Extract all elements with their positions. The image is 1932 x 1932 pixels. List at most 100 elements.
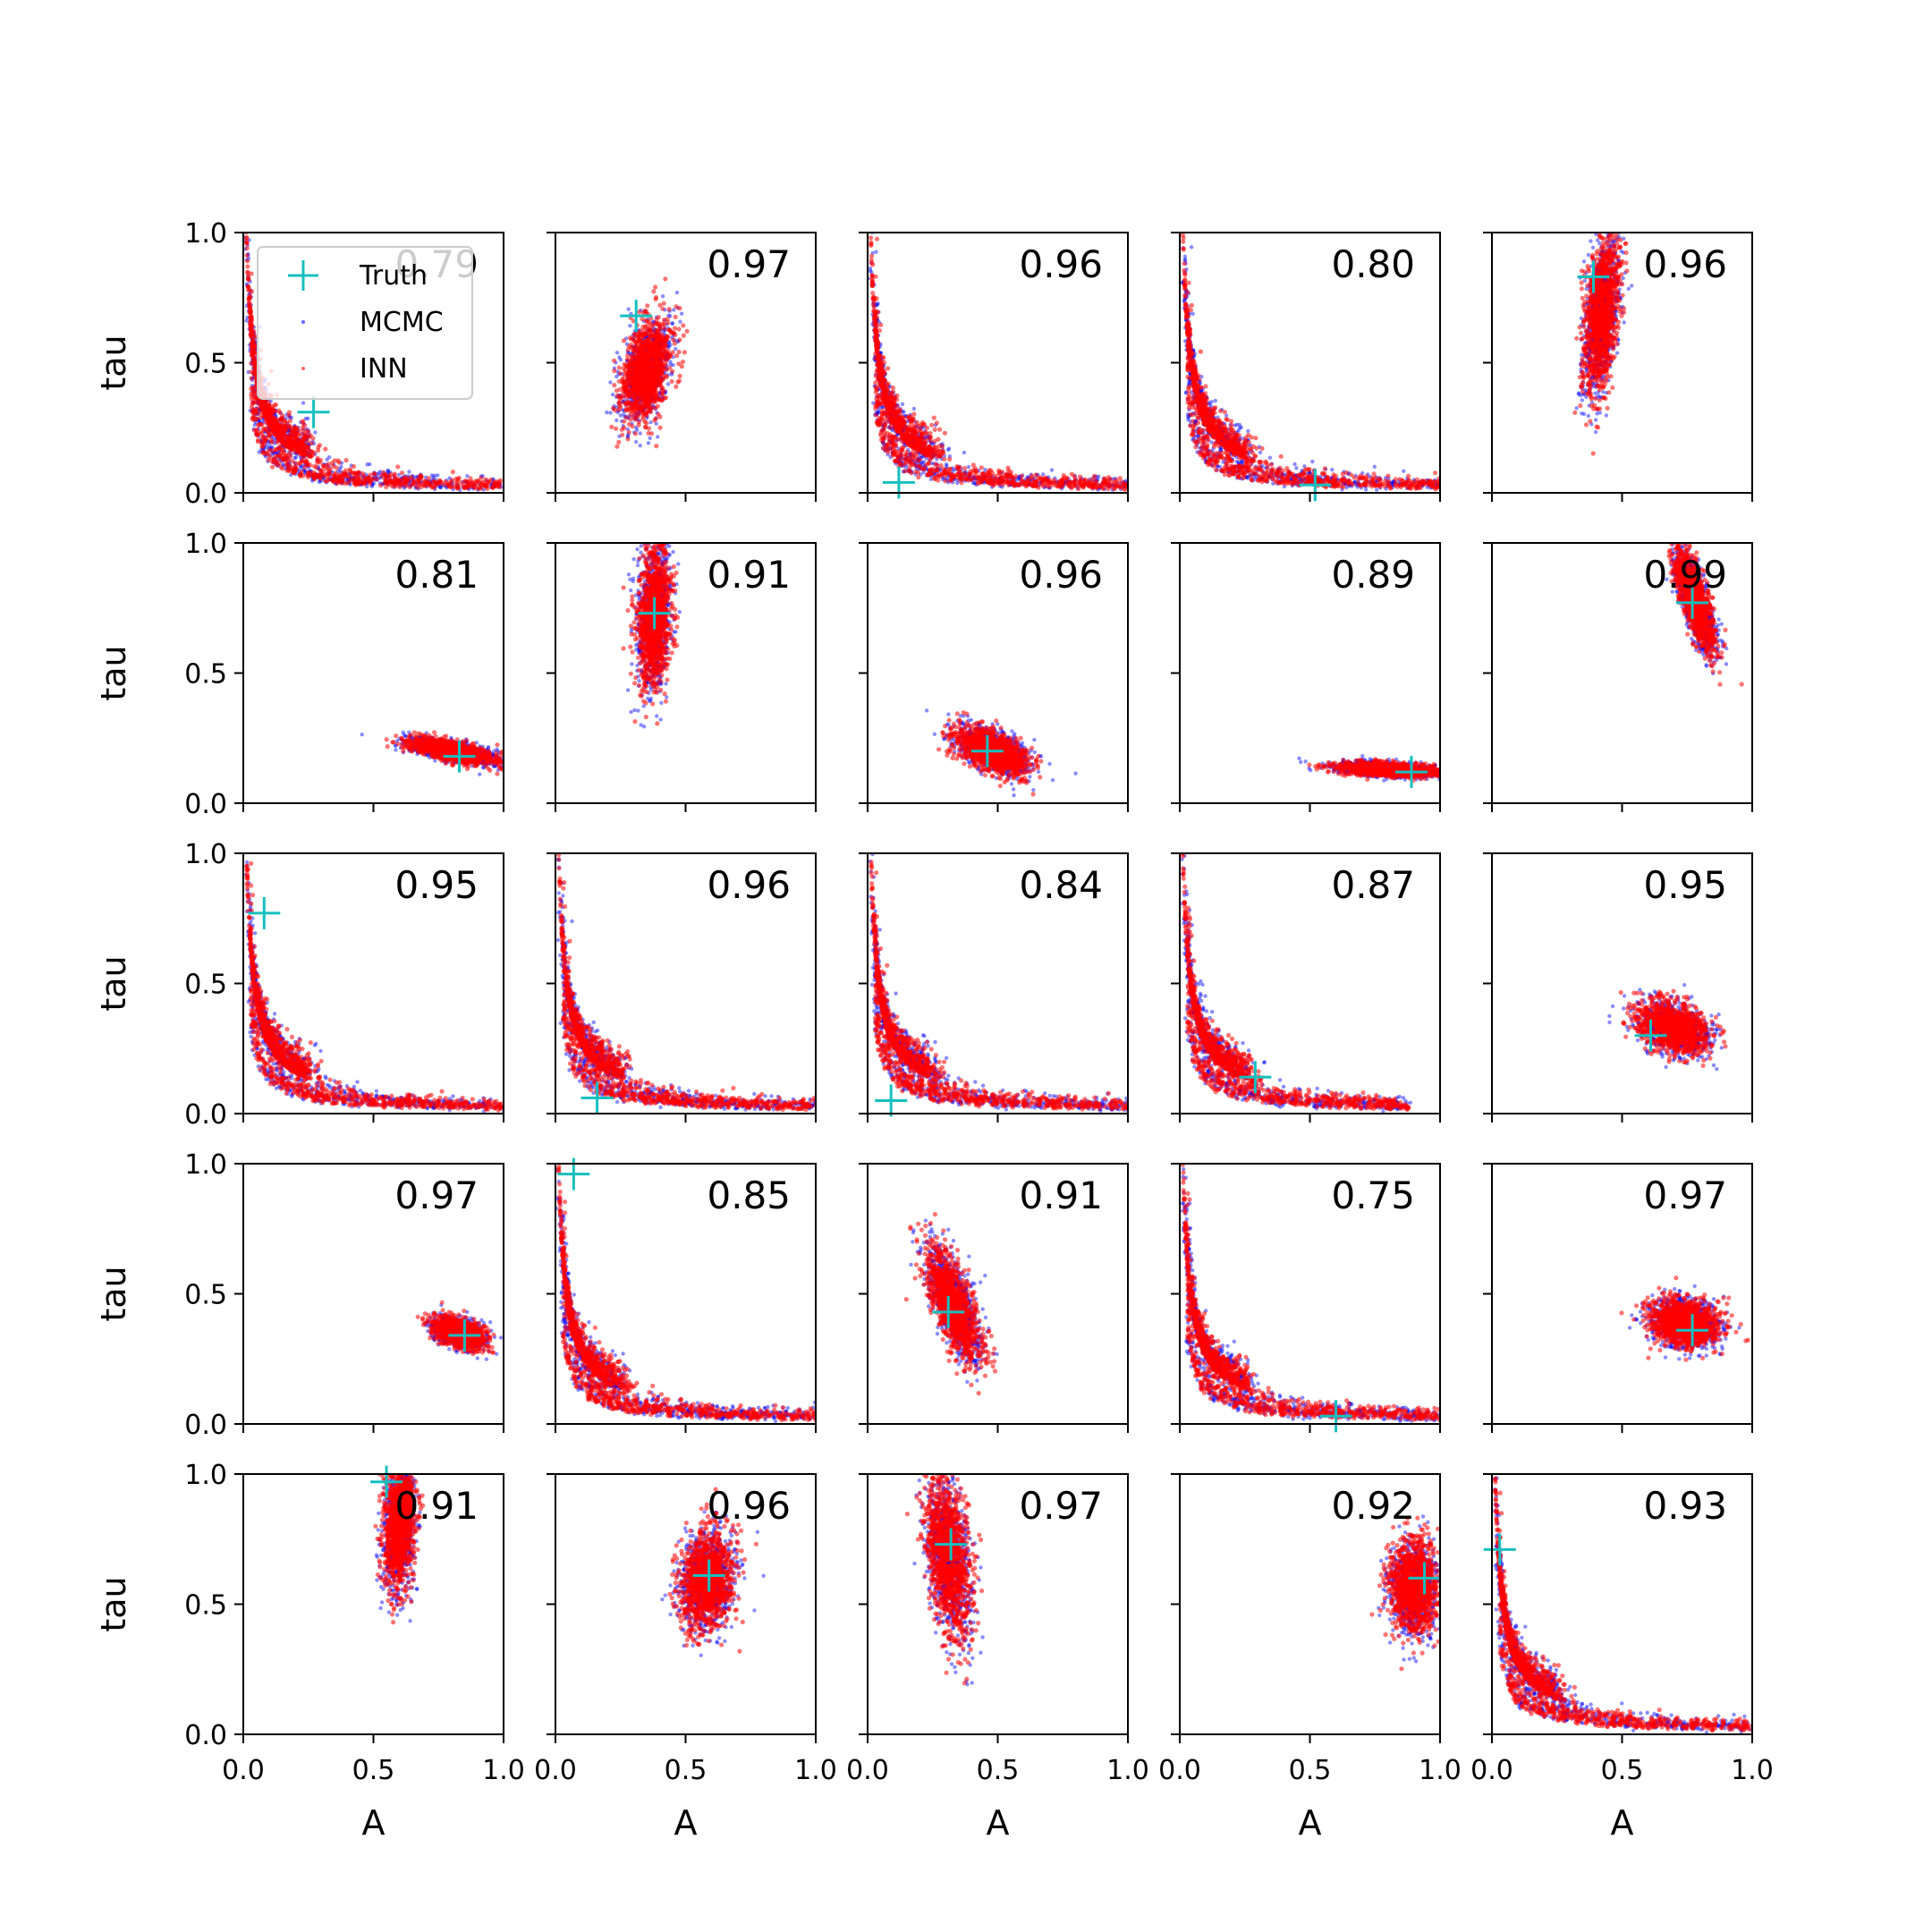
inn-sample-point (680, 360, 686, 365)
mcmc-sample-point (317, 479, 322, 485)
mcmc-sample-point (431, 475, 436, 479)
inn-sample-point (445, 480, 451, 486)
mcmc-sample-point (668, 362, 673, 367)
inn-sample-point (652, 370, 658, 376)
inn-sample-point (636, 335, 641, 340)
inn-sample-point (681, 333, 686, 338)
inn-sample-point (315, 472, 320, 478)
inn-sample-point (631, 318, 636, 324)
inn-sample-point (295, 428, 301, 433)
y-tick-label: 1.0 (184, 218, 227, 250)
mcmc-sample-point (660, 294, 665, 299)
inn-sample-point (648, 376, 653, 381)
inn-sample-point (633, 359, 639, 364)
mcmc-sample-point (614, 418, 619, 423)
inn-sample-point (653, 284, 658, 290)
inn-sample-point (670, 369, 675, 374)
inn-sample-point (665, 319, 671, 326)
inn-sample-point (662, 326, 667, 331)
inn-sample-point (674, 304, 679, 309)
panel-r0-c1: 0.97 (547, 232, 817, 502)
inn-sample-point (259, 440, 265, 445)
mcmc-sample-point (386, 468, 390, 473)
inn-sample-point (488, 477, 494, 482)
inn-sample-point (640, 325, 646, 330)
inn-sample-point (621, 338, 627, 343)
mcmc-sample-point (962, 450, 967, 455)
inn-sample-point (394, 476, 400, 481)
inn-sample-point (665, 317, 670, 322)
y-tick-label: 0.0 (184, 479, 227, 510)
inn-sample-point (304, 428, 309, 434)
inn-sample-point (308, 453, 313, 459)
mcmc-sample-point (671, 363, 675, 368)
inn-sample-point (245, 269, 250, 275)
inn-sample-point (657, 414, 663, 419)
mcmc-sample-point (634, 439, 639, 445)
inn-sample-point (656, 364, 662, 369)
inn-sample-point (624, 392, 630, 397)
inn-sample-point (681, 323, 686, 328)
inn-sample-point (252, 363, 258, 369)
inn-sample-point (612, 369, 617, 374)
inn-sample-point (640, 411, 646, 416)
inn-sample-point (660, 306, 665, 311)
inn-sample-point (455, 486, 461, 491)
inn-sample-point (660, 386, 665, 391)
inn-sample-point (461, 483, 466, 488)
inn-sample-point (298, 471, 303, 477)
inn-sample-point (650, 386, 657, 391)
inn-sample-point (280, 426, 285, 431)
inn-sample-point (640, 395, 645, 402)
inn-sample-point (409, 482, 414, 487)
inn-sample-point (267, 431, 272, 436)
inn-sample-point (475, 479, 480, 484)
inn-sample-point (614, 444, 620, 449)
inn-sample-point (629, 342, 634, 347)
inn-sample-point (250, 348, 256, 353)
inn-sample-point (655, 391, 660, 396)
inn-sample-point (645, 303, 650, 309)
inn-sample-point (623, 370, 628, 376)
inn-sample-point (642, 356, 648, 361)
inn-sample-point (426, 476, 431, 481)
inn-sample-point (677, 373, 682, 378)
mcmc-sample-point (436, 473, 440, 478)
inn-sample-point (323, 446, 328, 452)
inn-sample-point (304, 457, 309, 463)
mcmc-sample-point (878, 405, 884, 410)
panel-samples (868, 233, 1128, 492)
inn-sample-point (434, 480, 439, 486)
inn-sample-point (642, 419, 648, 424)
inn-sample-point (285, 458, 291, 464)
inn-sample-point (662, 395, 667, 401)
mcmc-sample-point (245, 228, 249, 232)
inn-sample-point (287, 467, 292, 472)
inn-sample-point (653, 416, 658, 421)
inn-sample-point (621, 389, 626, 394)
panel-r0-c2: 0.96 (859, 232, 1129, 502)
inn-sample-point (292, 427, 298, 432)
inn-sample-point (330, 460, 335, 466)
inn-sample-point (648, 326, 653, 332)
mcmc-sample-point (945, 463, 949, 469)
inn-sample-point (386, 479, 392, 485)
inn-sample-point (416, 479, 421, 484)
inn-sample-point (633, 398, 639, 403)
inn-sample-point (344, 474, 350, 479)
mcmc-sample-point (608, 380, 613, 385)
inn-sample-point (372, 471, 377, 477)
inn-sample-point (664, 374, 670, 379)
inn-sample-point (339, 480, 344, 486)
inn-sample-point (275, 458, 280, 463)
inn-sample-point (653, 377, 658, 383)
inn-sample-point (679, 364, 684, 369)
inn-sample-point (471, 484, 477, 490)
inn-sample-point (637, 338, 642, 343)
inn-sample-point (292, 468, 298, 473)
inn-sample-point (633, 343, 639, 349)
inn-sample-point (392, 481, 397, 487)
inn-sample-point (641, 390, 647, 395)
inn-sample-point (618, 404, 623, 410)
inn-sample-point (677, 337, 682, 343)
